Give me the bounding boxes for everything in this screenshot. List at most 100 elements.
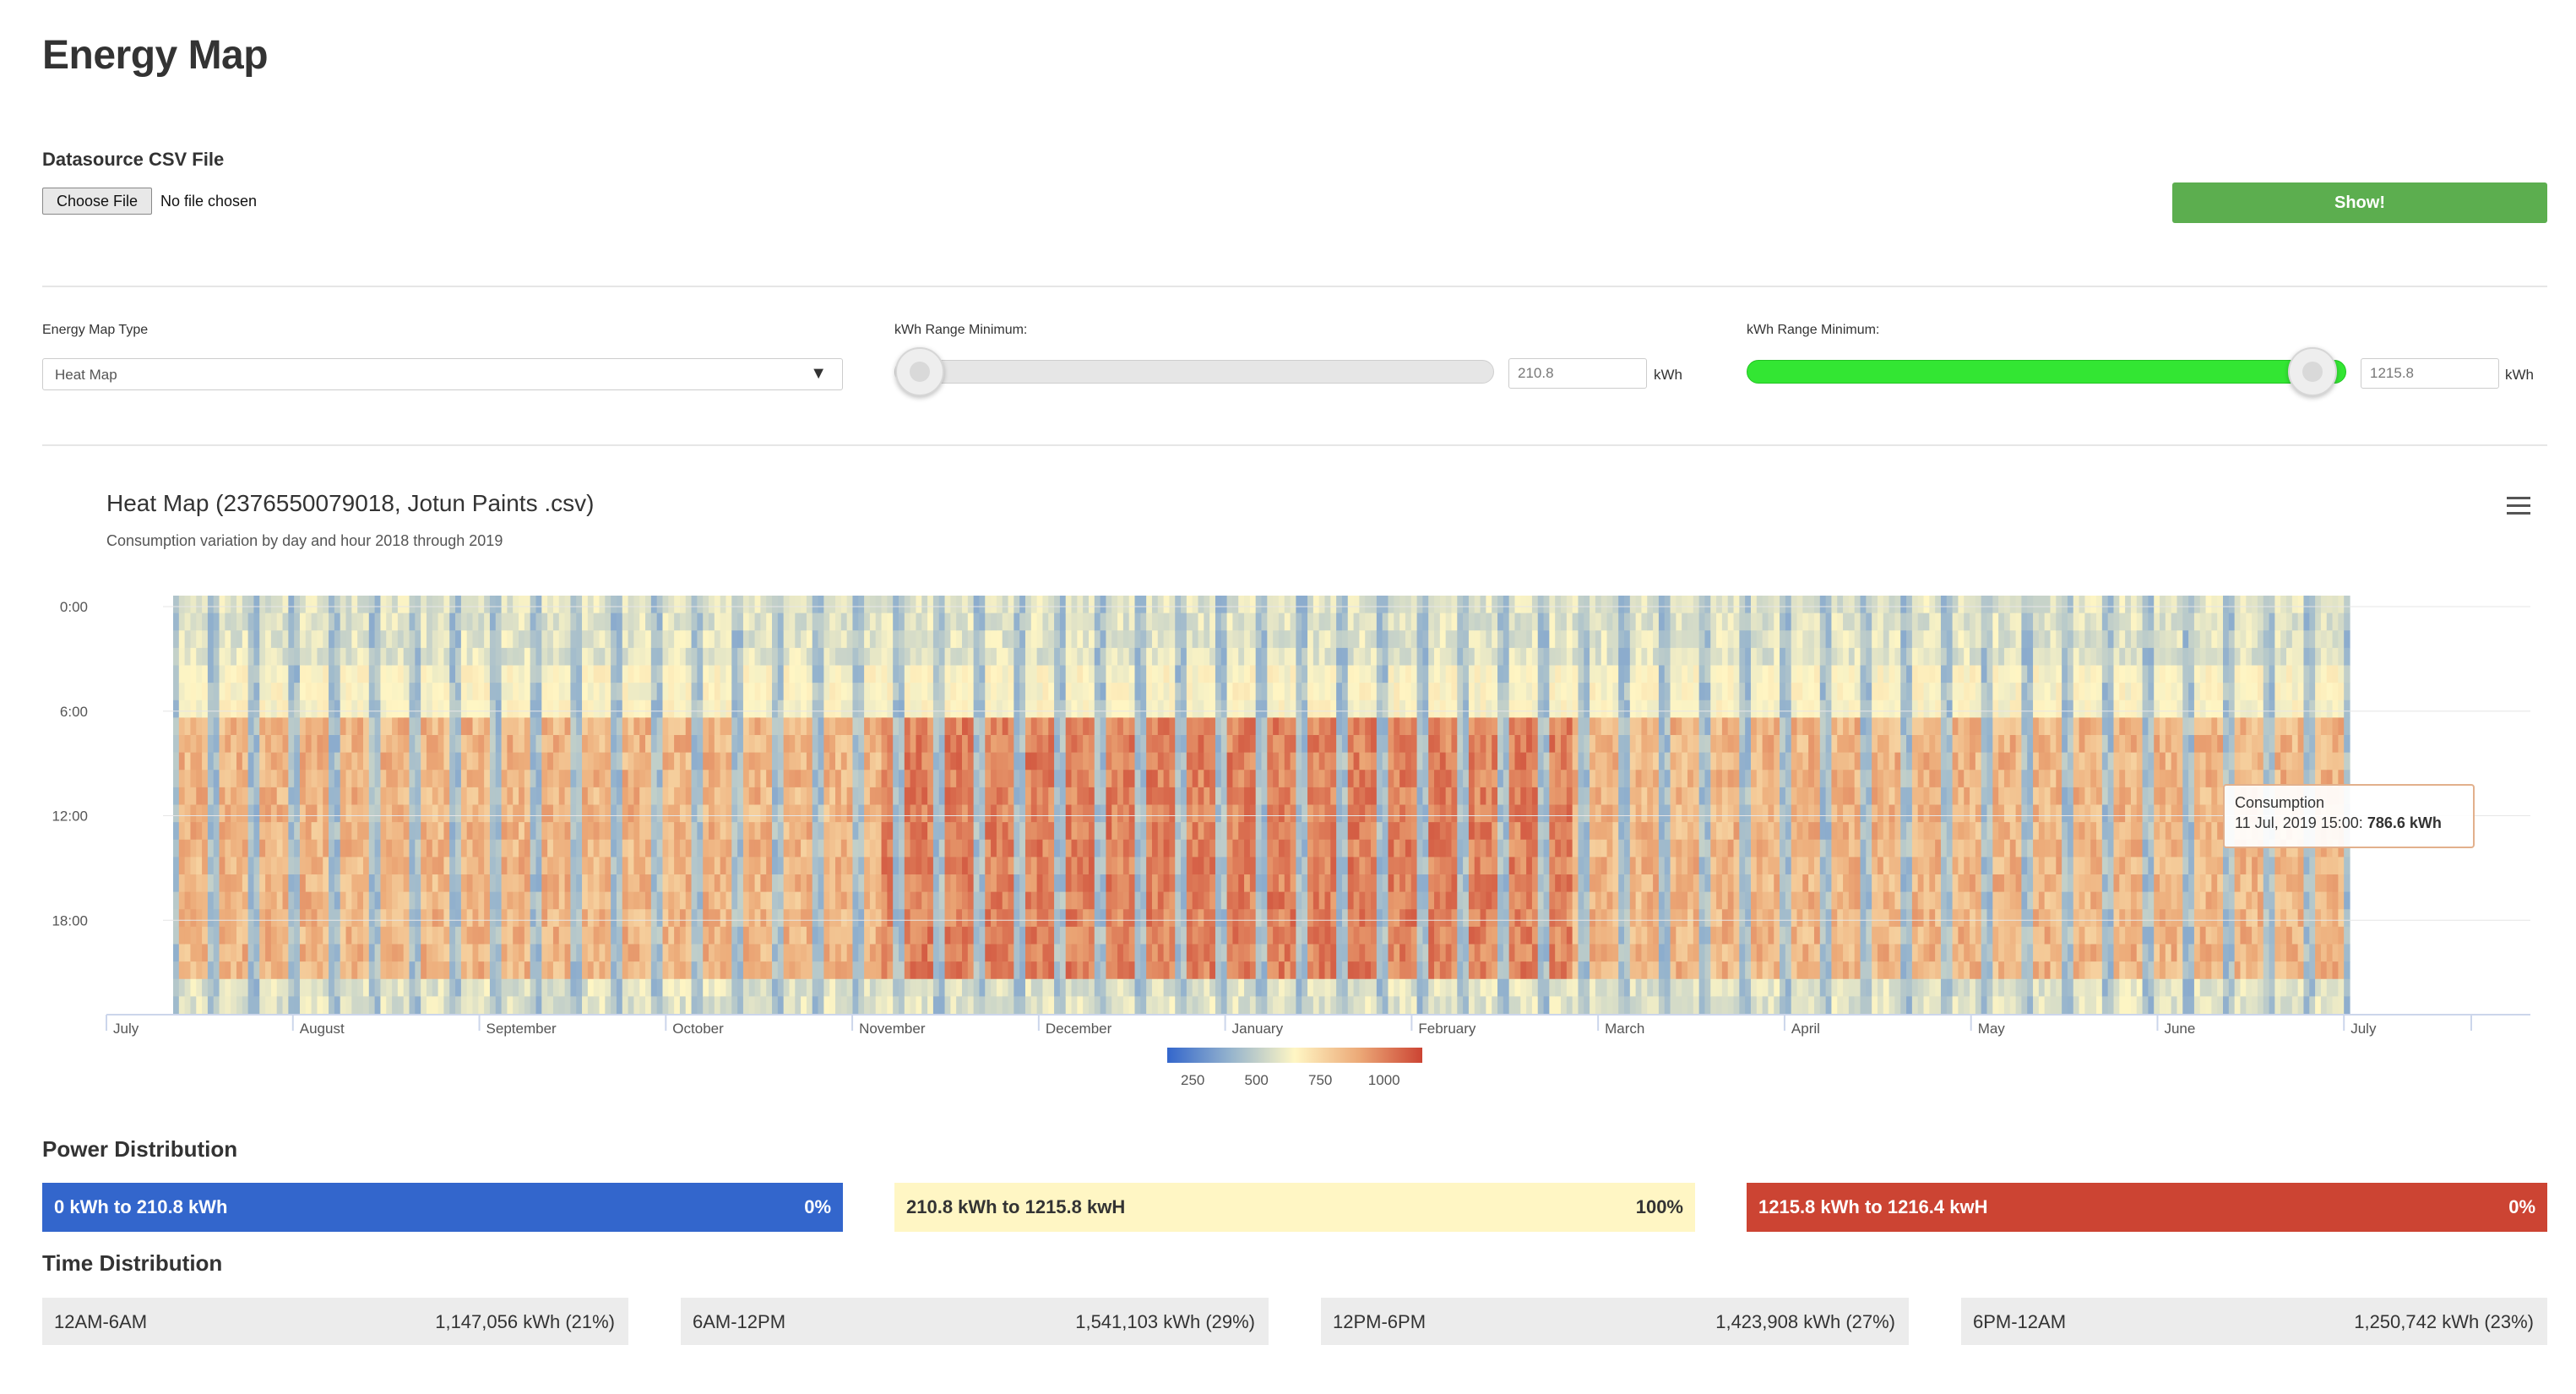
heatmap-cell — [742, 647, 750, 667]
heatmap-cell — [806, 596, 813, 614]
heatmap-cell — [1117, 717, 1124, 736]
heatmap-cell — [576, 787, 583, 806]
heatmap-cell — [1088, 752, 1095, 771]
heatmap-cell — [852, 909, 859, 928]
heatmap-cell — [818, 822, 824, 841]
heatmap-cell — [253, 596, 260, 614]
heatmap-cell — [1071, 787, 1078, 806]
heatmap-cell — [202, 630, 209, 649]
heatmap-cell — [437, 996, 445, 1015]
heatmap-cell — [910, 839, 917, 858]
heatmap-cell — [748, 717, 756, 736]
heatmap-cell — [869, 735, 877, 754]
range-max-input[interactable] — [2361, 358, 2499, 389]
range-max-slider[interactable] — [1747, 360, 2346, 384]
heatmap-cell — [1163, 978, 1171, 997]
heatmap-cell — [294, 665, 301, 683]
heatmap-cell — [552, 770, 560, 788]
heatmap-cell — [921, 978, 928, 997]
heatmap-cell — [938, 857, 946, 875]
heatmap-cell — [582, 787, 589, 806]
heatmap-cell — [1169, 926, 1176, 945]
heatmap-cell — [593, 961, 601, 980]
heatmap-cell — [392, 700, 399, 718]
heatmap-cell — [846, 926, 854, 945]
heatmap-cell — [760, 996, 767, 1015]
heatmap-cell — [662, 700, 669, 718]
heatmap-cell — [967, 647, 975, 667]
heatmap-cell — [484, 891, 491, 910]
heatmap-cell — [1273, 961, 1280, 980]
heatmap-cell — [956, 944, 963, 962]
heatmap-cell — [679, 961, 687, 980]
heatmap-cell — [466, 944, 474, 962]
heatmap-cell — [501, 891, 508, 910]
heatmap-cell — [1307, 822, 1314, 841]
menu-icon[interactable] — [2507, 497, 2530, 515]
heatmap-cell — [403, 735, 410, 754]
heatmap-cell — [564, 978, 572, 997]
heatmap-cell — [691, 647, 698, 667]
heatmap-cell — [726, 787, 732, 806]
heatmap-cell — [415, 770, 421, 788]
range-min-label: kWh Range Minimum: — [894, 323, 1028, 337]
heatmap-cell — [858, 665, 865, 683]
heatmap-cell — [437, 665, 445, 683]
heatmap-cell — [1065, 857, 1073, 875]
heatmap-cell — [795, 839, 802, 858]
heatmap-cell — [421, 735, 427, 754]
heatmap-cell — [415, 787, 421, 806]
range-min-input[interactable] — [1508, 358, 1647, 389]
heatmap-cell — [611, 717, 617, 736]
heatmap-cell — [679, 926, 687, 945]
heatmap-cell — [875, 961, 883, 980]
heatmap-cell — [869, 909, 877, 928]
heatmap-cell — [1059, 770, 1067, 788]
heatmap-cell — [455, 717, 462, 736]
range-min-slider-handle[interactable] — [895, 347, 944, 396]
heatmap-cell — [1094, 909, 1101, 928]
divider — [42, 286, 2547, 287]
heatmap-cell — [1186, 700, 1193, 718]
heatmap-cell — [530, 857, 537, 875]
heatmap-cell — [547, 647, 554, 667]
heatmap-cell — [236, 770, 243, 788]
choose-file-button[interactable]: Choose File — [42, 188, 152, 215]
heatmap-cell — [760, 944, 767, 962]
range-max-slider-handle[interactable] — [2288, 347, 2337, 396]
heatmap-cell — [668, 874, 675, 893]
heatmap-cell — [472, 683, 479, 701]
range-min-slider[interactable] — [894, 360, 1494, 384]
heatmap-cell — [1209, 752, 1216, 771]
heatmap-cell — [1330, 683, 1337, 701]
show-button[interactable]: Show! — [2172, 182, 2547, 223]
heatmap-cell — [795, 961, 802, 980]
heatmap-cell — [1030, 909, 1038, 928]
heatmap-cell — [818, 613, 824, 631]
heatmap-cell — [801, 804, 807, 823]
heatmap-cell — [944, 770, 951, 788]
heatmap-cell — [340, 909, 347, 928]
heatmap-cell — [1232, 613, 1239, 631]
heatmap-cell — [541, 630, 548, 649]
heatmap-cell — [380, 717, 387, 736]
heatmap-cell — [956, 665, 963, 683]
heatmap-cell — [593, 944, 601, 962]
heatmap-cell — [726, 700, 732, 718]
heatmap-cell — [938, 683, 946, 701]
heatmap-cell — [530, 822, 537, 841]
heatmap-cell — [460, 596, 468, 614]
map-type-select[interactable]: Heat Map ▼ — [42, 358, 843, 390]
heatmap-cell — [276, 717, 284, 736]
heatmap-cell — [1134, 996, 1141, 1015]
heatmap-cell — [1151, 944, 1159, 962]
heatmap-cell — [519, 665, 525, 683]
heatmap-cell — [801, 630, 807, 649]
heatmap-cell — [645, 787, 652, 806]
heatmap-cell — [1175, 944, 1182, 962]
heatmap-cell — [869, 752, 877, 771]
heatmap-cell — [374, 770, 382, 788]
heatmap-cell — [846, 700, 854, 718]
heatmap-cell — [340, 996, 347, 1015]
